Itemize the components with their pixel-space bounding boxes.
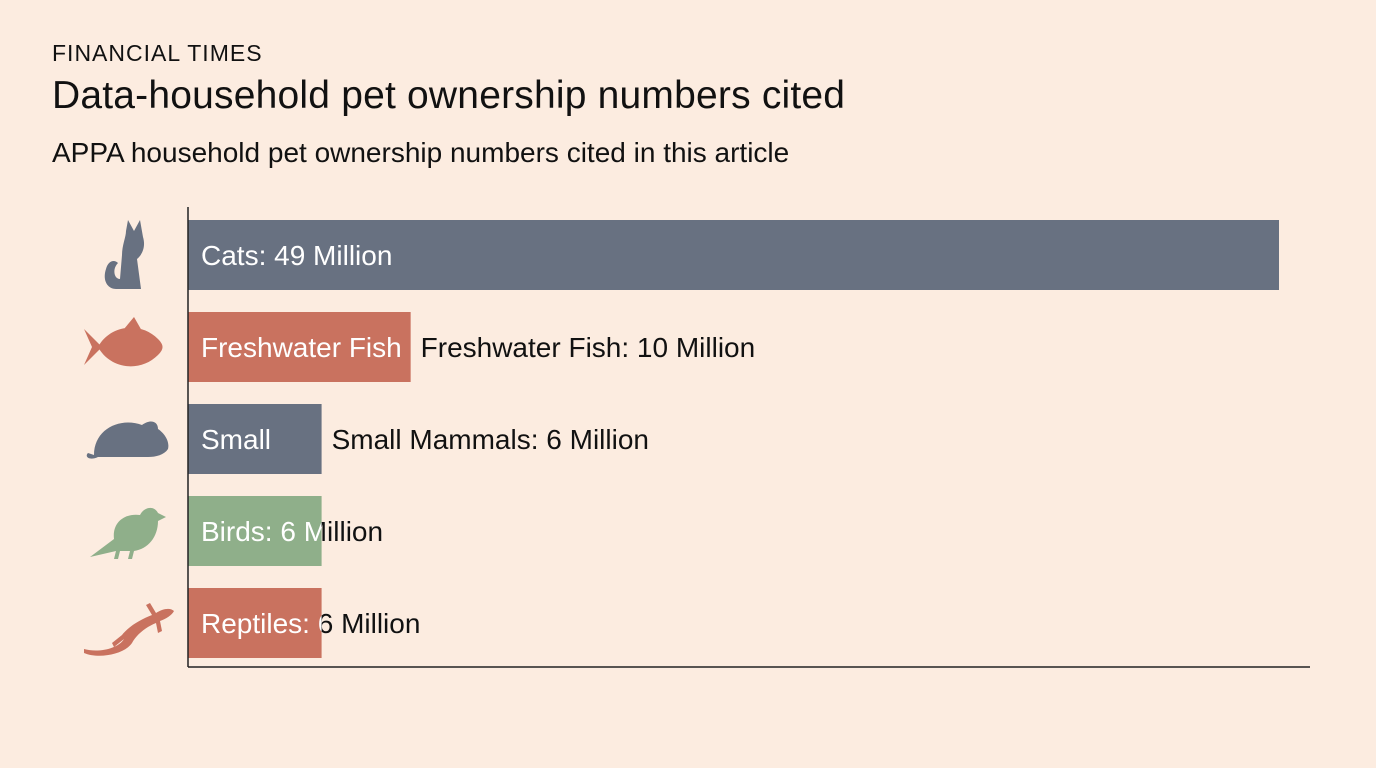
bar-reptiles bbox=[188, 588, 322, 658]
chart-title: Data-household pet ownership numbers cit… bbox=[52, 74, 846, 117]
fish-icon bbox=[84, 317, 163, 367]
bird-icon bbox=[90, 507, 166, 559]
bar-inside-label: Birds: 6 Million bbox=[201, 516, 383, 547]
bar-inside-label: Reptiles: 6 Million bbox=[201, 608, 420, 639]
lizard-icon bbox=[84, 603, 174, 656]
bar-small-mammals bbox=[188, 404, 322, 474]
bar-birds bbox=[188, 496, 322, 566]
bar-freshwater-fish bbox=[188, 312, 411, 382]
bar-label-overflow: Birds: 6 Million bbox=[201, 516, 383, 547]
brand-name: FINANCIAL TIMES bbox=[52, 40, 263, 66]
cat-icon bbox=[104, 220, 145, 289]
bar-value-label: Freshwater Fish: 10 Million bbox=[421, 332, 756, 363]
bar-inside-label: Small bbox=[201, 424, 271, 455]
bar-label-overflow: Reptiles: 6 Million bbox=[201, 608, 420, 639]
mouse-icon bbox=[86, 421, 169, 459]
bar-cats bbox=[188, 220, 1279, 290]
chart-subtitle: APPA household pet ownership numbers cit… bbox=[52, 137, 790, 168]
bar-inside-label: Freshwater Fish bbox=[201, 332, 402, 363]
bar-inside-label: Cats: 49 Million bbox=[201, 240, 392, 271]
bar-value-label: Small Mammals: 6 Million bbox=[332, 424, 649, 455]
